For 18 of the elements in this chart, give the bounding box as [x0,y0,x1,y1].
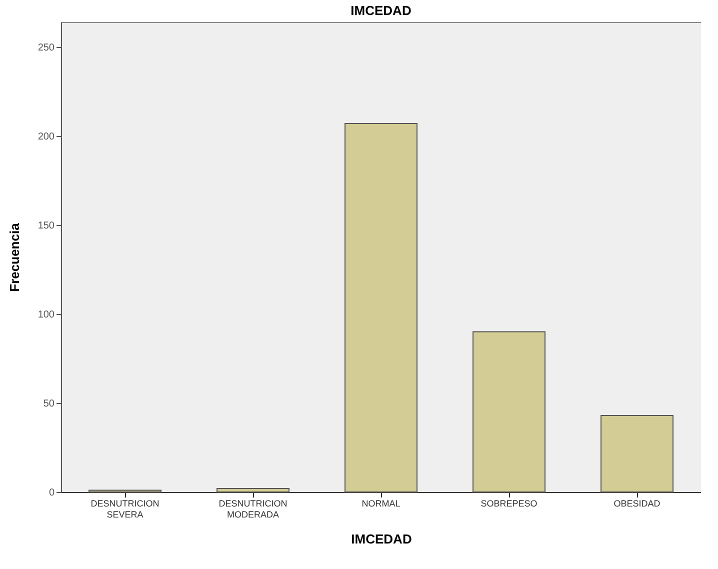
bar [472,331,546,492]
x-tick-label: DESNUTRICION MODERADA [218,498,288,520]
chart-title: IMCEDAD [350,3,412,18]
y-tick-label: 100 [38,309,55,320]
y-tick-label: 250 [38,42,55,54]
bar [344,122,418,492]
x-tick-label: NORMAL [362,498,400,508]
x-axis-title: IMCEDAD [351,532,412,546]
y-tick-label: 50 [43,398,55,410]
x-tick-label: DESNUTRICION SEVERA [90,498,160,520]
bar [216,488,290,492]
y-axis-title: Frecuencia [6,222,22,292]
y-tick-label: 200 [38,131,55,142]
x-tick-label: OBESIDAD [614,498,661,508]
y-tick-label: 150 [38,220,55,232]
x-tick-label: SOBREPESO [480,498,538,508]
y-tick-label: 0 [48,488,55,498]
bar [600,414,674,492]
